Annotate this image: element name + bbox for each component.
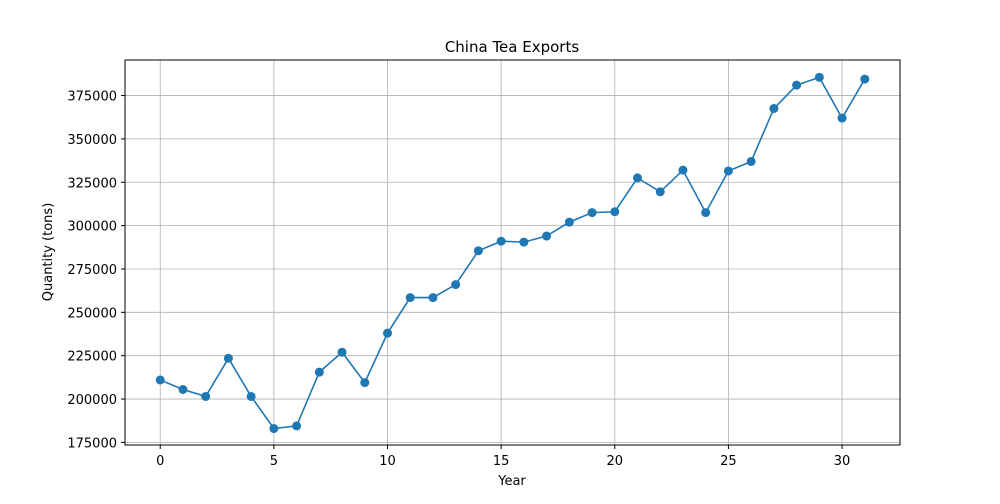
data-point xyxy=(519,237,529,247)
y-tick-label: 225000 xyxy=(67,350,117,365)
y-axis-label: Quantity (tons) xyxy=(41,203,56,302)
data-point xyxy=(610,207,620,217)
x-tick-label: 30 xyxy=(834,454,851,469)
data-point xyxy=(428,293,438,303)
y-tick-label: 250000 xyxy=(67,306,117,321)
data-point xyxy=(473,246,483,256)
y-tick-label: 200000 xyxy=(67,393,117,408)
data-point xyxy=(496,236,506,246)
data-point xyxy=(564,217,574,227)
data-point xyxy=(405,293,415,303)
data-point xyxy=(655,187,665,197)
y-tick-label: 275000 xyxy=(67,263,117,278)
data-point xyxy=(178,385,188,395)
plot-frame xyxy=(124,59,901,446)
x-tick-label: 10 xyxy=(379,454,396,469)
data-point xyxy=(633,173,642,183)
data-point xyxy=(201,391,211,401)
y-tick-label: 175000 xyxy=(67,436,117,451)
x-tick-label: 15 xyxy=(493,454,510,469)
series-line xyxy=(159,76,866,430)
x-tick-label: 20 xyxy=(606,454,623,469)
grid-layer xyxy=(125,60,900,445)
data-point xyxy=(269,424,279,434)
y-tick-label: 300000 xyxy=(67,220,117,235)
data-point xyxy=(587,208,597,218)
data-point xyxy=(860,74,870,84)
data-point xyxy=(792,80,802,90)
data-point xyxy=(746,156,756,166)
data-point xyxy=(814,72,824,82)
series-layer xyxy=(155,72,870,434)
x-tick-label: 0 xyxy=(156,454,164,469)
data-point xyxy=(360,378,370,388)
data-point xyxy=(542,231,552,241)
data-point xyxy=(701,208,711,218)
data-point xyxy=(223,353,233,363)
data-point xyxy=(246,391,256,401)
x-tick-label: 25 xyxy=(720,454,737,469)
x-axis-label: Year xyxy=(497,474,526,489)
y-tick-label: 375000 xyxy=(67,90,117,105)
data-point xyxy=(314,367,324,377)
data-point xyxy=(678,165,688,175)
data-point xyxy=(383,328,392,338)
x-tick-label: 5 xyxy=(270,454,278,469)
data-point xyxy=(451,280,461,290)
y-tick-label: 325000 xyxy=(67,176,117,191)
chart-title: China Tea Exports xyxy=(445,38,580,56)
data-point xyxy=(837,113,847,123)
y-tick-label: 350000 xyxy=(67,133,117,148)
data-point xyxy=(155,375,165,385)
data-point xyxy=(723,166,733,176)
data-point xyxy=(769,104,779,114)
data-point xyxy=(292,421,302,431)
ticks-layer: 0 5 10 15 20 25 30 175000 200000 225000 250000 2750… xyxy=(67,90,850,469)
data-point xyxy=(337,347,347,357)
